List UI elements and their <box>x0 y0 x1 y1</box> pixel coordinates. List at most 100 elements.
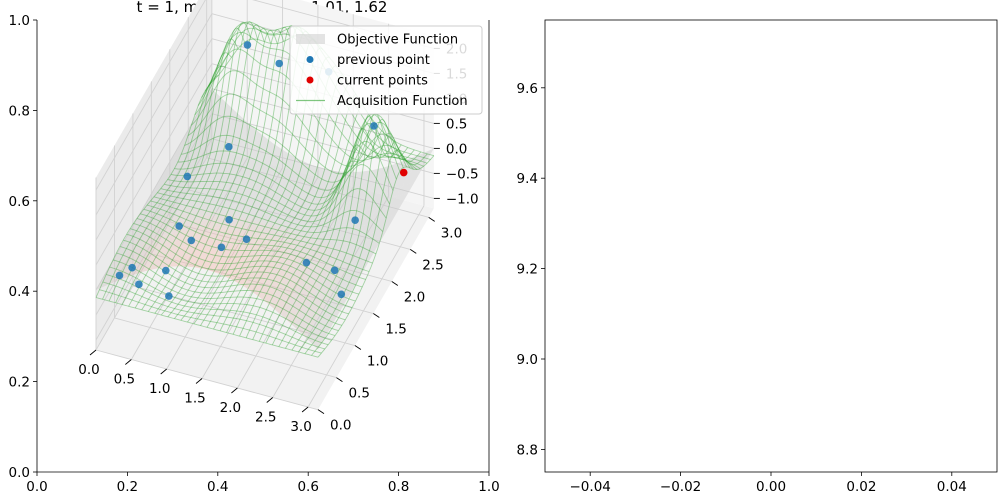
objective-surface-patch <box>251 245 270 259</box>
objective-surface-patch <box>281 303 300 326</box>
objective-surface-patch <box>208 227 227 235</box>
objective-surface-patch <box>371 190 390 203</box>
objective-surface-patch <box>153 178 173 193</box>
gridline <box>206 157 429 218</box>
z3d-tick-label: 0.0 <box>446 141 467 157</box>
legend-item-objective: Objective Function <box>296 33 458 48</box>
objective-surface-patch <box>225 254 245 269</box>
previous-point <box>302 258 311 267</box>
x3d-tick-label: 1.5 <box>184 391 205 407</box>
objective-surface-patch <box>300 253 320 268</box>
objective-surface-patch <box>234 185 254 198</box>
objective-surface-patch <box>313 260 332 277</box>
objective-surface-patch <box>295 241 314 254</box>
frame-x-tick-label: 0.8 <box>388 479 409 495</box>
acquisition-wire-y <box>112 259 336 336</box>
objective-surface-patch <box>159 192 179 205</box>
legend-label: Acquisition Function <box>337 94 468 109</box>
gridline <box>169 221 392 282</box>
x3d-tick-label: 2.0 <box>220 400 241 416</box>
objective-surface-patch <box>172 196 191 207</box>
objective-surface-patch <box>318 305 338 328</box>
acquisition-wire-y <box>116 252 339 332</box>
objective-surface-patch <box>345 210 365 219</box>
objective-surface-patch <box>165 220 184 228</box>
frame-axes: 0.0 0.2 0.4 0.6 0.8 1.0 0.0 0.2 0.4 0.6 0.8 1.0 <box>9 13 500 495</box>
objective-surface-patch <box>346 196 366 206</box>
objective-surface-patch <box>320 223 340 231</box>
acquisition-wire-x <box>317 155 435 358</box>
objective-surface-patch <box>268 293 288 315</box>
objective-surface-patch <box>170 238 190 249</box>
objective-surface-patch <box>270 232 290 241</box>
y3d-tick <box>409 249 417 254</box>
objective-surface-patch <box>327 218 346 225</box>
acquisition-wire-y <box>106 274 329 346</box>
objective-surface-patch <box>284 206 303 214</box>
objective-surface-patch <box>334 198 353 207</box>
objective-surface-patch <box>258 228 277 236</box>
objective-surface-patch <box>345 225 365 235</box>
y3d-tick-label: 1.5 <box>385 322 406 338</box>
objective-surface-patch <box>365 167 385 181</box>
gridline <box>307 205 425 408</box>
previous-point <box>225 215 233 224</box>
objective-surface-patch <box>192 143 211 163</box>
gridline <box>95 13 213 216</box>
objective-surface-patch <box>195 239 214 248</box>
objective-surface-patch <box>332 239 352 251</box>
objective-surface-patch <box>278 197 298 207</box>
objective-surface-patch <box>293 314 313 338</box>
objective-surface-patch <box>306 267 326 286</box>
acquisition-wire-y <box>150 200 373 264</box>
objective-surface-patch <box>158 239 177 251</box>
objective-surface-patch <box>203 197 222 206</box>
x3d-tick <box>160 368 167 375</box>
objective-surface-patch <box>253 186 273 198</box>
acquisition-wire-y <box>157 192 380 244</box>
acquisition-wire-x <box>102 74 219 300</box>
frame-x-tick-label: 0.0 <box>26 479 47 495</box>
objective-surface-patch <box>108 252 128 268</box>
objective-surface-patch <box>357 225 377 236</box>
objective-surface-patch <box>228 191 248 202</box>
objective-surface-patch <box>332 258 351 275</box>
objective-surface-patch <box>256 284 276 305</box>
objective-surface-patch <box>333 211 353 219</box>
objective-surface-patch <box>246 206 266 214</box>
objective-surface-patch <box>209 205 228 213</box>
objective-surface-patch <box>121 231 141 246</box>
objective-surface-patch <box>326 245 345 259</box>
objective-surface-patch <box>196 215 216 222</box>
objective-surface-patch <box>340 204 359 213</box>
legend-label: current points <box>337 74 428 89</box>
x3d-tick <box>231 387 238 394</box>
objective-surface-patch <box>210 170 229 186</box>
objective-surface-patch <box>272 186 292 198</box>
objective-surface-patch <box>170 255 189 267</box>
y3d-tick <box>373 313 380 318</box>
objective-surface-patch <box>189 220 209 227</box>
objective-surface-patch <box>220 228 240 237</box>
acquisition-function-wireframe <box>95 21 435 358</box>
objective-surface-patch <box>204 122 224 144</box>
objective-surface-patch <box>266 171 286 187</box>
objective-surface-patch <box>281 275 301 294</box>
objective-surface-patch <box>296 219 315 226</box>
objective-surface-patch <box>283 225 302 233</box>
objective-surface-patch <box>245 224 265 232</box>
x3d-tick-label: 3.0 <box>290 419 311 435</box>
objective-surface-patch <box>264 216 284 223</box>
objective-surface-patch <box>192 111 212 134</box>
objective-surface-patch <box>275 283 294 304</box>
objective-surface-patch <box>364 216 383 227</box>
objective-surface-patch <box>383 186 403 200</box>
objective-surface-patch <box>308 211 328 218</box>
gridline <box>95 0 206 191</box>
frame-y-tick-label: 0.2 <box>9 375 30 391</box>
acquisition-wire-y <box>140 213 363 288</box>
acquisition-wire-x <box>258 122 376 342</box>
objective-surface-patch <box>295 229 315 237</box>
acquisition-wire-y <box>95 297 319 358</box>
